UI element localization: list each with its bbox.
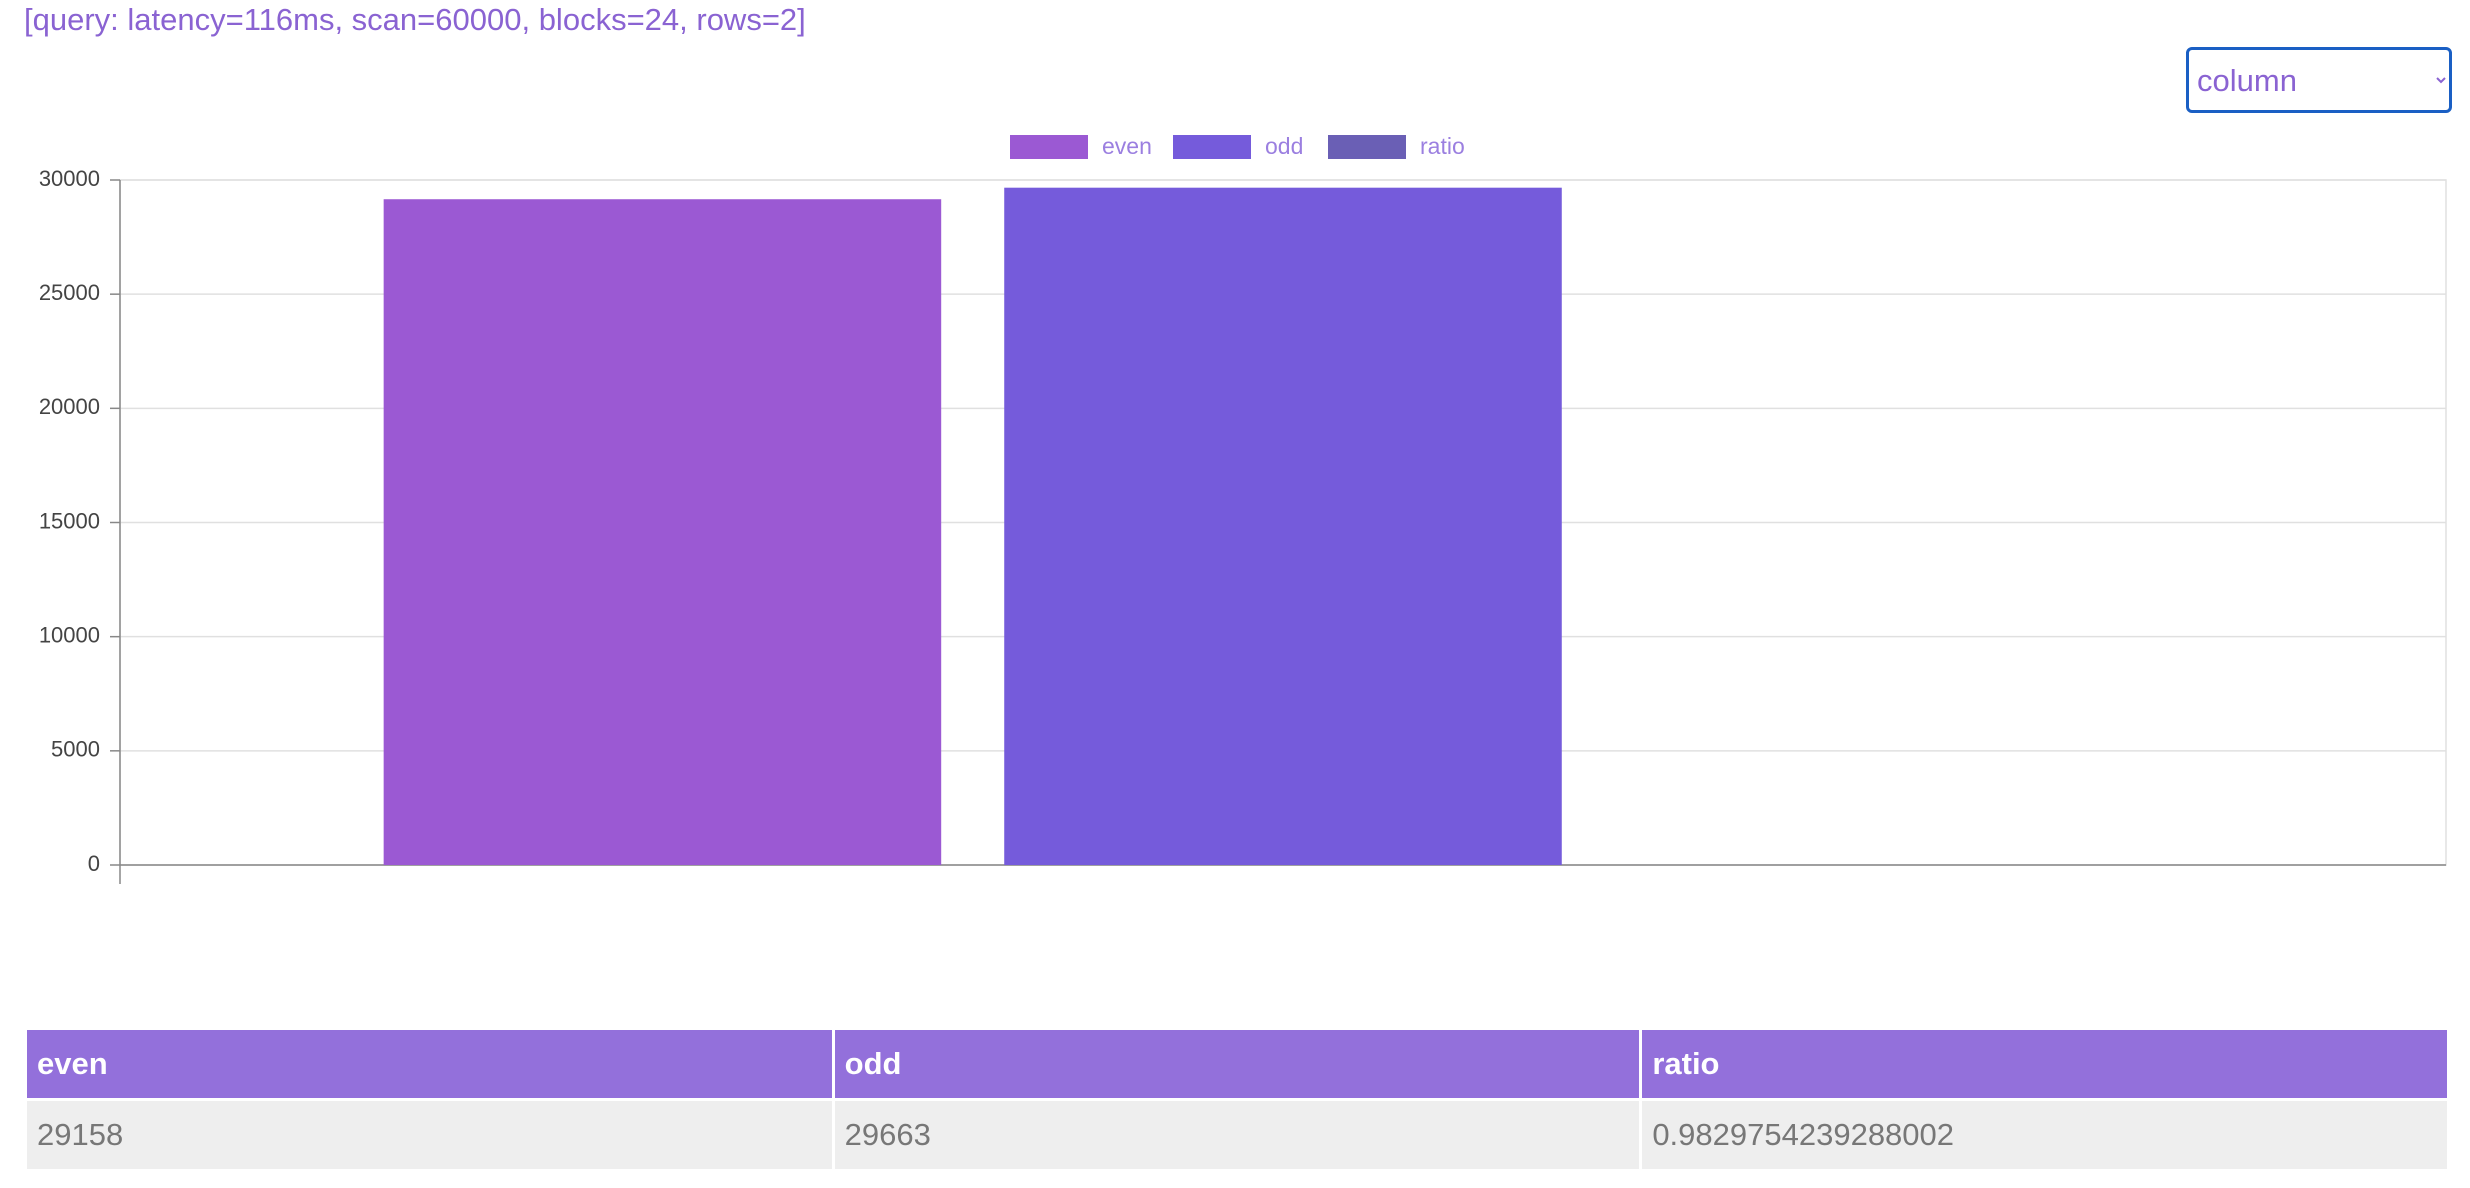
header-cell: even [27, 1030, 832, 1098]
header-row: even odd ratio [27, 1030, 2447, 1098]
chart-type-select[interactable]: column [2186, 47, 2452, 113]
y-tick-label: 0 [88, 851, 100, 876]
table-cell: 29663 [834, 1101, 1640, 1169]
legend-label: ratio [1420, 133, 1465, 159]
legend-label: odd [1265, 133, 1303, 159]
y-tick-label: 5000 [51, 737, 100, 762]
bar [1004, 187, 1562, 866]
table-cell: 0.9829754239288002 [1642, 1101, 2447, 1169]
legend-swatch [1010, 135, 1088, 159]
table-row: 29158 29663 0.9829754239288002 [27, 1101, 2447, 1169]
data-table: even odd ratio 29158 29663 0.9829754239288002 [24, 1027, 2450, 1172]
chart: 0 5000 10000 15000 20000 25000 30000 even odd rat… [39, 133, 2447, 884]
y-tick-label: 10000 [39, 622, 100, 647]
legend-swatch [1328, 135, 1406, 159]
table-cell: 29158 [27, 1101, 832, 1169]
y-tick-label: 30000 [39, 166, 100, 191]
table-body: 29158 29663 0.9829754239288002 [27, 1101, 2447, 1169]
legend-label: even [1102, 133, 1152, 159]
bar [383, 199, 942, 866]
header-cell: odd [834, 1030, 1640, 1098]
header-cell: ratio [1642, 1030, 2447, 1098]
legend-swatch [1173, 135, 1251, 159]
y-tick-label: 20000 [39, 394, 100, 419]
query-info: [query: latency=116ms, scan=60000, block… [24, 2, 806, 37]
y-tick-label: 25000 [39, 280, 100, 305]
y-tick-label: 15000 [39, 508, 100, 533]
